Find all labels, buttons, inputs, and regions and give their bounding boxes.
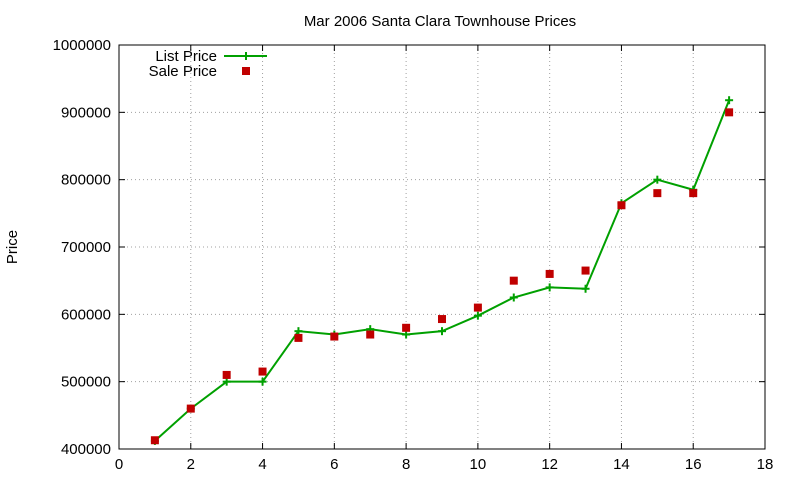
x-tick-label: 10	[470, 456, 487, 473]
y-tick-label: 900000	[61, 104, 111, 121]
sale-price-point	[402, 323, 411, 332]
plot-border	[118, 44, 766, 450]
sale-price-point	[653, 189, 662, 198]
list-price-point	[473, 311, 482, 320]
y-tick-label: 700000	[61, 239, 111, 256]
list-price-point	[258, 377, 267, 386]
sale-price-point	[581, 266, 590, 275]
y-tick-label: 800000	[61, 172, 111, 189]
list-price-point	[653, 175, 662, 184]
list-price-point	[294, 327, 303, 336]
y-tick-label: 1000000	[53, 37, 111, 54]
sale-price-point	[330, 332, 339, 341]
x-tick-label: 4	[258, 456, 266, 473]
grid	[119, 45, 765, 449]
y-axis-label: Price	[4, 230, 21, 264]
sale-price-point	[545, 269, 554, 278]
sale-price-point	[689, 189, 698, 198]
legend-marker-list-price	[242, 52, 250, 60]
sale-price-point	[509, 276, 518, 285]
list-price-point	[402, 330, 411, 339]
legend-label-sale-price: Sale Price	[149, 63, 217, 80]
list-price-point	[545, 283, 554, 292]
sale-price-point	[294, 333, 303, 342]
list-price-point	[222, 377, 231, 386]
sale-price-point	[617, 201, 626, 210]
sale-price-point	[438, 315, 446, 324]
sale-price-point	[150, 436, 159, 445]
list-price-point	[438, 327, 446, 336]
x-tick-label: 8	[402, 456, 410, 473]
series-layer	[150, 96, 734, 445]
list-price-line	[154, 99, 731, 442]
x-tick-label: 18	[757, 456, 774, 473]
legend-label-list-price: List Price	[155, 48, 217, 65]
sale-price-point	[473, 303, 482, 312]
x-tick-label: 16	[685, 456, 702, 473]
list-price-point	[581, 284, 590, 293]
list-price-point	[509, 293, 518, 302]
sale-price-point	[725, 108, 734, 117]
x-tick-label: 14	[613, 456, 630, 473]
sale-price-point	[366, 330, 375, 339]
sale-price-point	[258, 367, 267, 376]
x-tick-label: 6	[330, 456, 338, 473]
x-tick-label: 0	[115, 456, 123, 473]
y-tick-label: 500000	[61, 374, 111, 391]
tick-labels: 0 2 4 6 8 10 12 14 16 18 400000 500000 600000 700000 8…	[53, 37, 774, 473]
x-tick-label: 12	[541, 456, 558, 473]
chart-title: Mar 2006 Santa Clara Townhouse Prices	[304, 13, 576, 30]
sale-price-point	[222, 370, 231, 379]
y-tick-label: 400000	[61, 441, 111, 458]
sale-price-point	[186, 404, 195, 413]
x-tick-label: 2	[187, 456, 195, 473]
y-tick-label: 600000	[61, 306, 111, 323]
list-price-point	[725, 96, 734, 105]
legend-marker-sale-price	[242, 67, 250, 75]
